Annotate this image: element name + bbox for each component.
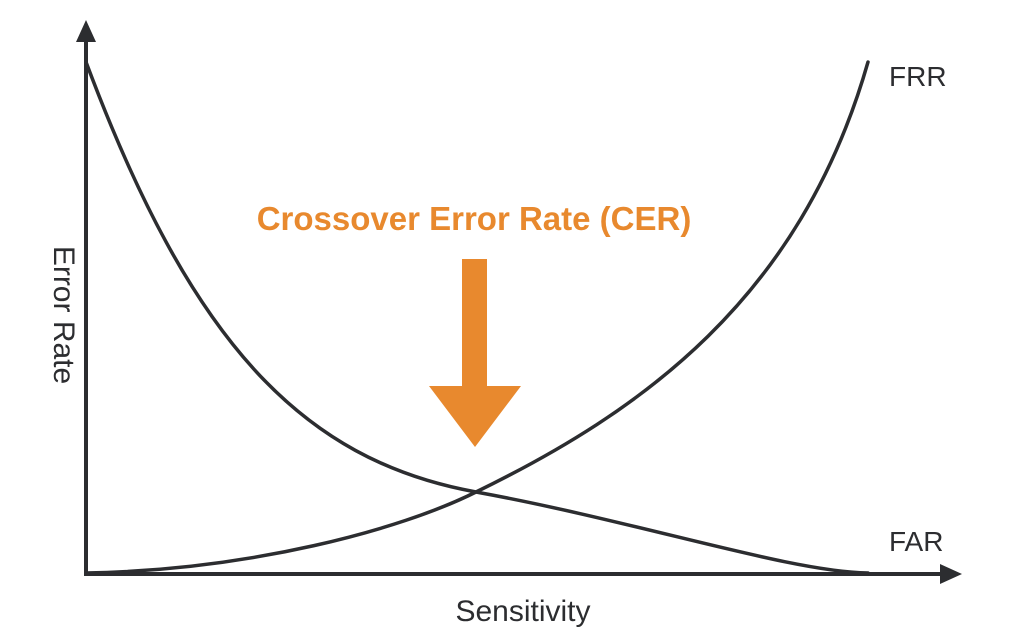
frr-label: FRR xyxy=(889,61,947,92)
far-curve xyxy=(84,60,870,575)
cer-down-arrow-icon xyxy=(429,259,521,447)
x-axis-arrowhead xyxy=(940,564,962,584)
far-label: FAR xyxy=(889,526,943,557)
y-axis-label: Error Rate xyxy=(47,246,80,384)
cer-callout-text: Crossover Error Rate (CER) xyxy=(257,200,692,237)
y-axis-arrowhead xyxy=(76,20,96,42)
frr-curve xyxy=(84,60,870,575)
x-axis-label: Sensitivity xyxy=(455,595,590,628)
